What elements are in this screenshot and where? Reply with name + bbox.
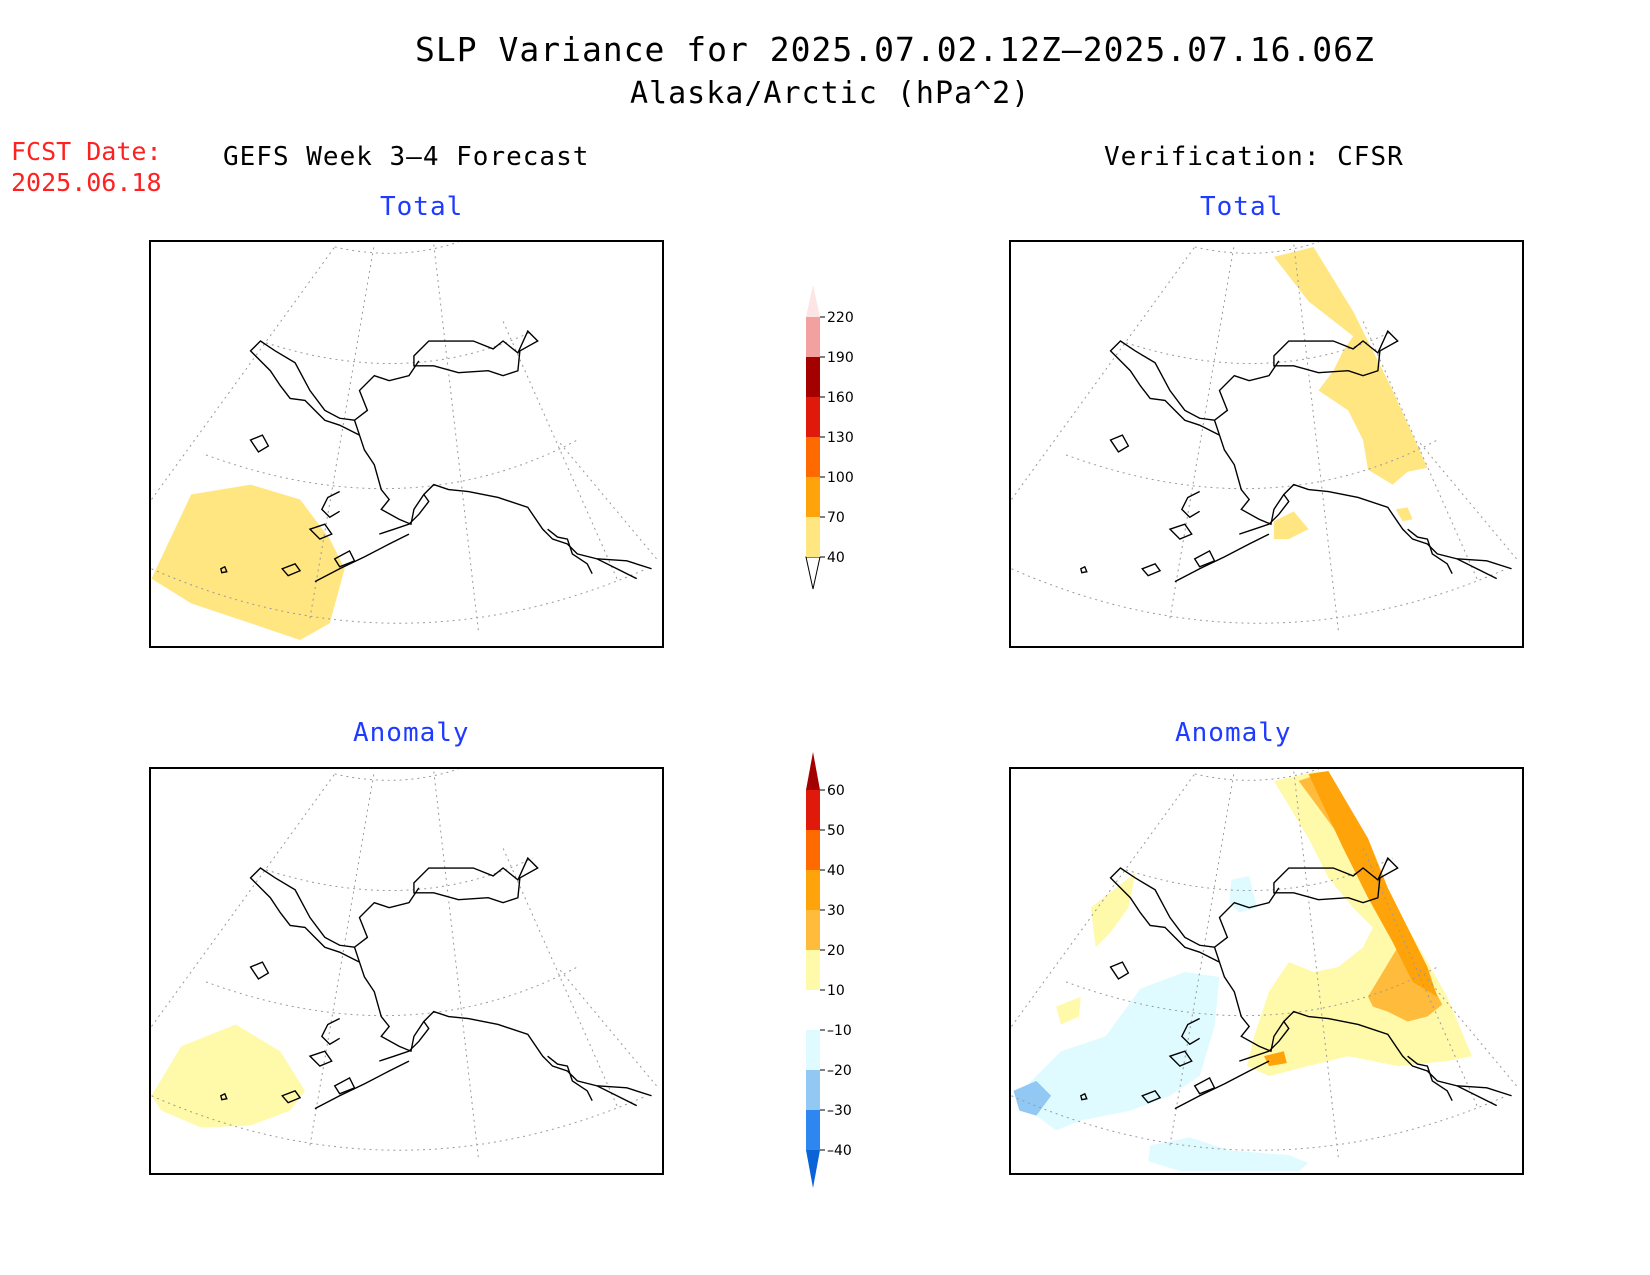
forecast-date-value: 2025.06.18 xyxy=(11,168,162,197)
total-colorbar-swatch xyxy=(805,556,821,590)
anomaly-colorbar-tick-label: 50 xyxy=(827,823,845,839)
shading-layer xyxy=(1273,246,1428,540)
anomaly-colorbar-swatch xyxy=(806,990,820,1030)
anomaly-area xyxy=(151,1024,306,1128)
anomaly-colorbar-tick-label: –10 xyxy=(827,1023,852,1039)
cfsr-total-map xyxy=(1009,240,1524,648)
total-colorbar-tick-label: 160 xyxy=(827,390,854,406)
total-colorbar-tick-label: 130 xyxy=(827,430,854,446)
anomaly-colorbar-tick-label: 40 xyxy=(827,863,845,879)
gefs-anomaly-label: Anomaly xyxy=(353,718,470,748)
total-colorbar-tick-label: 40 xyxy=(827,550,845,566)
anomaly-colorbar-swatch xyxy=(806,752,820,790)
shading-layer xyxy=(151,484,345,641)
total-colorbar-swatch xyxy=(806,437,820,477)
total-colorbar-swatch xyxy=(806,317,820,357)
main-title: SLP Variance for 2025.07.02.12Z—2025.07.… xyxy=(415,30,1375,69)
anomaly-colorbar-tick-label: –20 xyxy=(827,1063,852,1079)
anomaly-colorbar-swatch xyxy=(806,1030,820,1070)
anomaly-positive-small-west xyxy=(1056,996,1081,1025)
anomaly-colorbar-tick-label: 10 xyxy=(827,983,845,999)
variance-area-gulf xyxy=(1273,511,1309,540)
gefs-column-heading: GEFS Week 3—4 Forecast xyxy=(223,142,590,172)
variance-area-panhandle xyxy=(1395,507,1413,522)
shading-layer xyxy=(1013,770,1472,1172)
total-colorbar-swatch xyxy=(806,285,820,317)
gefs-total-label: Total xyxy=(380,192,464,222)
anomaly-negative-west xyxy=(1021,971,1220,1131)
anomaly-colorbar-swatch xyxy=(806,1150,820,1188)
total-colorbar-swatch xyxy=(806,517,820,557)
total-colorbar-tick-label: 190 xyxy=(827,350,854,366)
anomaly-colorbar-swatch xyxy=(806,1110,820,1150)
total-colorbar-swatch xyxy=(806,357,820,397)
forecast-date-block: FCST Date: 2025.06.18 xyxy=(11,136,162,198)
cfsr-column-heading: Verification: CFSR xyxy=(1104,142,1404,172)
gefs-anomaly-map xyxy=(149,767,664,1175)
anomaly-colorbar-tick-label: 60 xyxy=(827,783,845,799)
forecast-date-label: FCST Date: xyxy=(11,137,162,166)
anomaly-strong xyxy=(1308,770,1438,997)
anomaly-colorbar-tick-label: –30 xyxy=(827,1103,852,1119)
variance-area-east xyxy=(1273,246,1428,485)
anomaly-strong-negative xyxy=(1013,1080,1052,1116)
total-colorbar: 40 70 100 130 160 190 220 xyxy=(805,285,854,590)
anomaly-colorbar: –40 –30 –20 –10 10 20 30 40 50 60 xyxy=(806,752,852,1188)
anomaly-colorbar-swatch xyxy=(806,830,820,870)
total-colorbar-tick-label: 100 xyxy=(827,470,854,486)
total-colorbar-tick-label: 220 xyxy=(827,310,854,326)
anomaly-colorbar-swatch xyxy=(806,950,820,990)
anomaly-positive-broad xyxy=(1247,770,1472,1076)
cfsr-total-label: Total xyxy=(1200,192,1284,222)
cfsr-anomaly-label: Anomaly xyxy=(1175,718,1292,748)
anomaly-colorbar-swatch xyxy=(806,870,820,910)
anomaly-colorbar-tick-label: –40 xyxy=(827,1143,852,1159)
total-colorbar-tick-label: 70 xyxy=(827,510,845,526)
gefs-total-map xyxy=(149,240,664,648)
anomaly-negative-south xyxy=(1148,1137,1309,1172)
anomaly-colorbar-swatch xyxy=(806,910,820,950)
anomaly-small-gulf xyxy=(1264,1051,1287,1067)
anomaly-colorbar-tick-label: 30 xyxy=(827,903,845,919)
total-colorbar-swatch xyxy=(806,397,820,437)
anomaly-colorbar-tick-label: 20 xyxy=(827,943,845,959)
total-colorbar-swatch xyxy=(806,477,820,517)
variance-area xyxy=(151,484,345,641)
anomaly-colorbar-swatch xyxy=(806,1070,820,1110)
anomaly-positive-northwest xyxy=(1090,872,1136,948)
main-subtitle: Alaska/Arctic (hPa^2) xyxy=(630,76,1031,111)
cfsr-anomaly-map xyxy=(1009,767,1524,1175)
anomaly-colorbar-swatch xyxy=(806,790,820,830)
shading-layer xyxy=(151,1024,306,1128)
